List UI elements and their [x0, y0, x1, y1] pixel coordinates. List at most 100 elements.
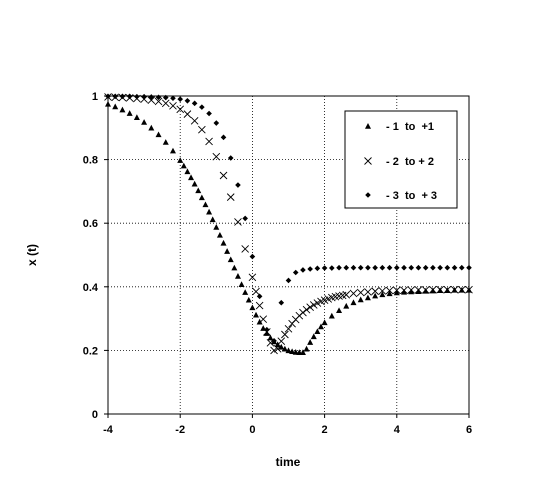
series-3-point	[141, 93, 147, 100]
series-3-point	[343, 264, 350, 271]
series-3-point	[134, 93, 140, 100]
series-1-point	[314, 328, 321, 335]
series-1-point	[253, 311, 260, 318]
series-1-point	[245, 296, 252, 303]
series-1-point	[180, 162, 187, 169]
series-3-point	[206, 110, 212, 117]
series-2-point	[226, 193, 235, 201]
series-3-point	[242, 215, 248, 222]
series-3-point	[401, 264, 407, 271]
series-3-point	[350, 264, 357, 271]
legend: - 1 to +1 - 2 to + 2 - 3 to + 3	[344, 110, 458, 209]
x-tick-label: -4	[103, 424, 114, 436]
series-2-point	[299, 308, 307, 317]
series-1-point	[155, 131, 162, 138]
series-2-point	[414, 286, 423, 294]
series-3-point	[285, 277, 292, 284]
series-1-point	[429, 287, 436, 294]
legend-label-series-2: - 2 to + 2	[386, 156, 434, 168]
series-2-point	[259, 315, 268, 324]
series-1-point	[162, 139, 169, 145]
series-1-point	[343, 302, 350, 309]
series-1-point	[105, 100, 111, 107]
series-1-point	[401, 288, 408, 295]
series-2-point	[429, 285, 437, 294]
series-3-point	[372, 264, 378, 271]
series-2-point	[273, 344, 282, 353]
series-1-point	[202, 201, 209, 208]
series-1-point	[263, 330, 270, 336]
series-3-point	[458, 264, 465, 271]
series-2-point	[392, 286, 401, 295]
x-tick-label: 4	[394, 424, 401, 436]
series-1-point	[119, 106, 126, 113]
series-2-point	[147, 96, 156, 104]
legend-box	[344, 110, 458, 209]
series-3-point	[437, 264, 443, 271]
series-2-point	[252, 287, 260, 296]
series-3-point	[249, 253, 256, 260]
series-1-point	[350, 299, 357, 306]
series-1-point	[289, 348, 296, 355]
series-2-point	[241, 245, 249, 253]
series-3-point	[357, 264, 364, 271]
x-tick-label: 6	[466, 424, 472, 436]
y-tick-label: 0.8	[83, 155, 98, 167]
series-1-point	[231, 264, 238, 271]
series-2-point	[306, 303, 314, 311]
legend-marker-series-2	[364, 157, 372, 165]
series-2-point	[342, 290, 351, 299]
series-1-point	[206, 208, 213, 215]
series-3-point	[191, 100, 198, 107]
series-2-point	[407, 286, 416, 294]
series-3-point	[256, 293, 263, 300]
series-1-point	[278, 343, 285, 350]
series-2-point	[284, 324, 293, 333]
series-2-point	[234, 218, 242, 226]
series-1-point	[242, 289, 249, 295]
series-1-point	[141, 119, 148, 125]
series-1-point	[148, 124, 155, 131]
series-2-point	[154, 97, 163, 106]
series-3-point	[235, 182, 241, 188]
y-tick-label: 0	[92, 409, 98, 421]
series-2-point	[436, 285, 444, 294]
series-2-point	[309, 301, 318, 309]
x-axis-label: time	[276, 455, 301, 469]
series-2-point	[356, 288, 365, 297]
series-2-point	[421, 286, 430, 294]
series-3-point	[278, 299, 285, 306]
series-2-point	[169, 102, 177, 110]
series-3-point	[271, 338, 277, 344]
series-3-point	[227, 155, 234, 161]
series-3-point	[148, 94, 155, 100]
series-2-point	[302, 305, 311, 314]
series-1-point	[213, 224, 220, 230]
series-layer	[104, 93, 473, 356]
series-2-point	[248, 273, 257, 282]
series-2-point	[364, 288, 372, 296]
series-1-point	[281, 345, 288, 352]
series-1-point	[238, 281, 245, 287]
series-1-point	[408, 288, 415, 295]
series-1-point	[191, 180, 198, 187]
series-1-point	[317, 323, 324, 330]
series-3-point	[292, 269, 299, 276]
series-2-point	[205, 137, 213, 146]
series-3-point	[184, 97, 191, 104]
series-2-point	[277, 337, 286, 345]
series-3-point	[199, 104, 205, 110]
series-3-point	[466, 264, 472, 271]
legend-marker-series-3	[365, 192, 371, 198]
series-3-point	[321, 265, 328, 271]
y-tick-label: 0.2	[83, 345, 98, 357]
series-2-point	[457, 285, 466, 294]
series-1-point	[126, 110, 133, 116]
series-3-point	[314, 265, 321, 272]
series-1-point	[224, 248, 231, 254]
series-1-point	[328, 312, 335, 319]
series-2-point	[190, 116, 199, 125]
series-3-point	[329, 265, 335, 271]
series-2-point	[400, 286, 408, 295]
